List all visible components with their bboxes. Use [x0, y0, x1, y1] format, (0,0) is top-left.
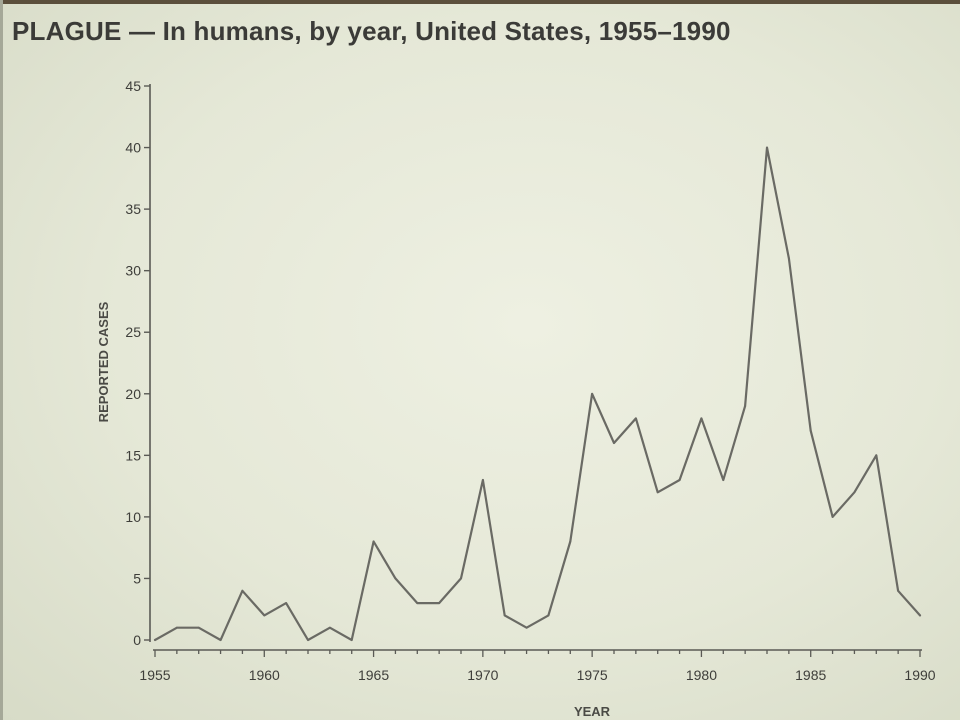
x-tick-label: 1990 [904, 667, 935, 683]
data-point [875, 454, 878, 457]
x-tick-label: 1965 [358, 667, 389, 683]
data-point [831, 515, 834, 518]
slide-top-border [0, 0, 960, 4]
data-point [197, 626, 200, 629]
data-point [219, 639, 222, 641]
data-point [394, 577, 397, 580]
data-point [503, 614, 506, 617]
data-point [438, 602, 441, 604]
x-tick-label: 1975 [577, 667, 608, 683]
axis-titles: YEAR REPORTED CASES [96, 301, 611, 719]
data-point [613, 442, 615, 444]
data-point [766, 146, 768, 149]
y-tick-label: 15 [125, 447, 141, 463]
x-tick-label: 1985 [795, 667, 826, 683]
data-point [525, 626, 528, 629]
data-point [416, 602, 419, 604]
data-point [656, 491, 659, 494]
data-point [154, 639, 156, 641]
data-point [175, 626, 178, 629]
data-point [263, 614, 266, 617]
y-tick-label: 30 [125, 263, 141, 279]
x-tick-label: 1980 [686, 667, 717, 683]
data-point [285, 602, 288, 604]
chart-title: PLAGUE — In humans, by year, United Stat… [12, 16, 731, 46]
data-point [722, 479, 725, 481]
y-tick-label: 10 [125, 509, 141, 525]
data-point [241, 589, 244, 592]
data-point [700, 417, 703, 420]
data-point [591, 392, 594, 395]
data-point [372, 540, 375, 543]
x-tick-label: 1970 [467, 667, 498, 683]
x-tick-label: 1960 [249, 667, 280, 683]
slide-left-edge [0, 0, 3, 720]
y-tick-label: 25 [125, 324, 141, 340]
x-axis: 1955 1960 1965 1970 1975 1980 1985 1990 [139, 649, 936, 683]
data-point [678, 479, 681, 481]
y-tick-label: 35 [125, 201, 141, 217]
x-axis-title: YEAR [574, 704, 611, 719]
y-tick-label: 40 [125, 140, 141, 156]
y-axis: 0 5 10 15 20 25 30 35 40 45 [125, 78, 151, 648]
y-tick-label: 20 [125, 386, 141, 402]
data-point [460, 577, 462, 580]
y-tick-label: 45 [125, 78, 141, 94]
y-tick-label: 5 [133, 570, 141, 586]
data-point [569, 540, 572, 543]
data-point [809, 429, 812, 432]
data-point [787, 257, 790, 260]
data-point [307, 639, 309, 641]
data-point [634, 417, 637, 420]
y-tick-label: 0 [133, 632, 141, 648]
y-axis-title: REPORTED CASES [96, 301, 111, 422]
data-point [547, 614, 550, 617]
data-point [744, 405, 747, 407]
series-group [153, 146, 922, 642]
series-line [153, 146, 922, 642]
data-point [897, 589, 900, 592]
x-tick-label: 1955 [139, 667, 170, 683]
data-point [481, 479, 484, 481]
data-point [919, 614, 921, 617]
data-point [853, 491, 856, 494]
data-point [350, 639, 353, 641]
data-point [328, 626, 331, 629]
